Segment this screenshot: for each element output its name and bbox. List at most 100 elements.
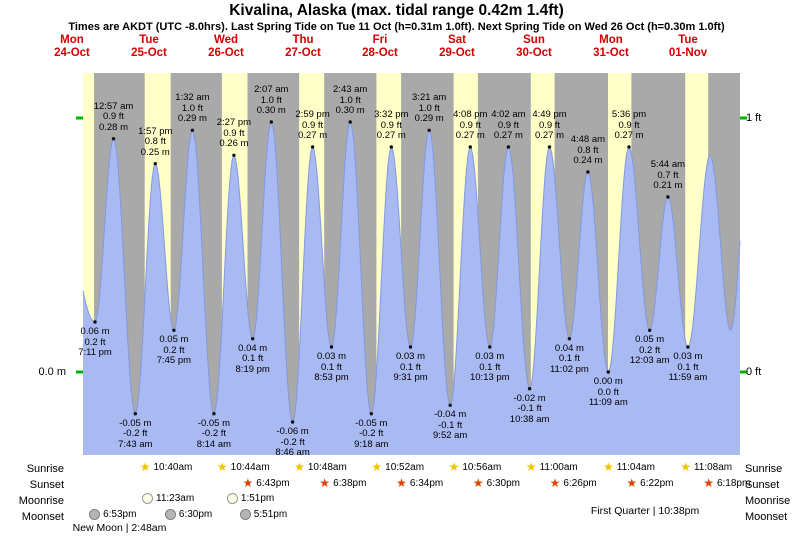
moonset-time: 6:53pm [103,509,137,520]
tide-label-line: 1.0 ft [260,94,282,106]
tide-label-line: 2:27 pm [216,117,252,129]
tide-label-line: 4:49 pm [532,109,567,120]
tide-extreme-dot [133,412,137,416]
tide-extreme-dot [348,120,352,124]
row-label-moonset-left: Moonset [21,511,64,523]
moonset-marker: 6:30pm [164,509,213,520]
sunrise-icon: ★ [525,460,537,474]
sunrise-icon: ★ [294,460,305,474]
tide-high-label: 3:21 am 1.0 ft 0.29 m [397,93,461,125]
tide-label-line: 0.03 m [673,351,703,362]
sunrise-icon: ★ [139,460,151,474]
moonset-time: 6:30pm [178,509,213,520]
tide-label-line: 0.03 m [475,351,505,362]
day-label: Sat 29-Oct [418,34,496,60]
row-label-moonset-right: Moonset [745,511,788,523]
tide-label-line: 0.27 m [455,130,485,141]
day-date: 28-Oct [362,47,398,59]
tide-label-line: 9:52 am [433,430,468,442]
sunset-time: 6:26pm [563,477,597,489]
sunrise-time: 11:08am [693,461,733,473]
y-axis-label-1ft: 1 ft [746,112,762,124]
tide-low-label: 0.03 m 0.1 ft 9:31 pm [379,351,443,384]
tide-low-label: -0.05 m -0.2 ft 9:18 am [339,418,403,451]
tide-extreme-dot [606,370,610,374]
tide-label-line: 0.2 ft [163,344,185,356]
day-of-week: Fri [372,34,388,46]
tide-low-label: -0.02 m -0.1 ft 10:38 am [498,392,562,426]
tide-label-line: 0.1 ft [242,353,264,365]
tide-label-line: 0.27 m [376,130,406,141]
tide-low-label: 0.05 m 0.2 ft 12:03 am [618,335,682,367]
y-axis-label-meters: 0.0 m [38,366,66,378]
tide-label-line: 0.0 ft [597,386,619,398]
tide-label-line: 0.29 m [414,113,444,125]
tide-label-line: 0.21 m [653,180,683,191]
tide-extreme-dot [190,128,195,132]
day-label: Tue 01-Nov [649,34,727,60]
tide-label-line: -0.05 m [197,417,230,429]
tide-extreme-dot [666,195,670,199]
tide-high-label: 4:02 am 0.9 ft 0.27 m [476,109,540,142]
tide-low-label: 0.03 m 0.1 ft 10:13 pm [458,351,522,384]
tide-label-line: 0.1 ft [479,361,501,373]
moonrise-icon [142,493,153,504]
tide-high-label: 12:57 am 0.9 ft 0.28 m [82,101,146,134]
tide-label-line: 4:02 am [491,109,526,120]
tide-extreme-dot [269,120,273,124]
tide-label-line: 9:18 am [354,438,389,450]
day-of-week: Sun [523,34,545,46]
tide-label-line: 0.9 ft [102,111,125,123]
tide-high-label: 2:43 am 1.0 ft 0.30 m [318,84,382,117]
chart-subtitle: Times are AKDT (UTC -8.0hrs). Last Sprin… [68,21,725,33]
sunset-marker: ★ 6:26pm [550,477,597,489]
tide-extreme-dot [427,128,431,132]
tide-high-label: 1:32 am 1.0 ft 0.29 m [160,93,224,125]
tide-label-line: 1:32 am [175,92,210,104]
tide-label-line: 0.27 m [298,130,328,141]
sunset-time: 6:34pm [409,477,444,489]
tide-low-label: 0.05 m 0.2 ft 7:45 pm [142,335,206,367]
row-label-sunset-left: Sunset [29,479,64,491]
sunset-marker: ★ 6:22pm [626,477,673,489]
tide-extreme-dot [627,145,631,149]
tide-label-line: -0.2 ft [359,428,384,440]
sunset-marker: ★ 6:38pm [319,477,366,489]
tide-high-label: 4:08 pm 0.9 ft 0.27 m [438,109,502,142]
sunset-icon: ★ [319,476,331,490]
tide-extreme-dot [448,403,452,407]
tide-label-line: 0.1 ft [558,353,580,365]
tide-low-label: -0.05 m -0.2 ft 8:14 am [182,417,246,451]
tide-label-line: 10:38 am [509,413,550,425]
sunrise-time: 10:56am [462,461,502,473]
sunset-time: 6:22pm [640,477,674,489]
tide-label-line: 5:36 pm [611,109,647,120]
day-date: 31-Oct [593,47,629,59]
tide-label-line: 0.05 m [635,334,665,346]
tide-low-label: -0.06 m -0.2 ft 8:46 am [261,426,325,459]
tide-label-line: 1.0 ft [339,94,361,106]
tide-label-line: 0.00 m [593,376,623,387]
day-of-week: Mon [60,34,84,46]
tide-label-line: 0.03 m [316,351,347,362]
tide-label-line: 0.7 ft [657,169,679,181]
tide-label-line: 8:19 pm [235,363,270,375]
tide-label-line: 9:31 pm [393,372,428,383]
day-date: 24-Oct [54,47,90,59]
day-date: 01-Nov [668,47,708,59]
tide-low-label: 0.00 m 0.0 ft 11:09 am [576,376,640,409]
moonset-time: 5:51pm [253,509,288,520]
tide-extreme-dot [389,145,393,149]
sunrise-icon: ★ [216,460,228,474]
tide-label-line: 0.29 m [177,113,207,125]
tide-extreme-dot [648,328,652,332]
tide-label-line: 0.27 m [493,130,523,141]
y-axis-label-0ft: 0 ft [746,366,762,378]
moonrise-marker: 1:51pm [226,493,274,504]
sunset-time: 6:30pm [486,477,521,489]
tide-label-line: 12:03 am [629,355,670,367]
tide-label-line: -0.02 m [513,392,546,404]
page-title: Kivalina, Alaska (max. tidal range 0.42m… [229,2,564,19]
tide-extreme-dot [586,170,590,174]
tide-area [83,122,740,455]
